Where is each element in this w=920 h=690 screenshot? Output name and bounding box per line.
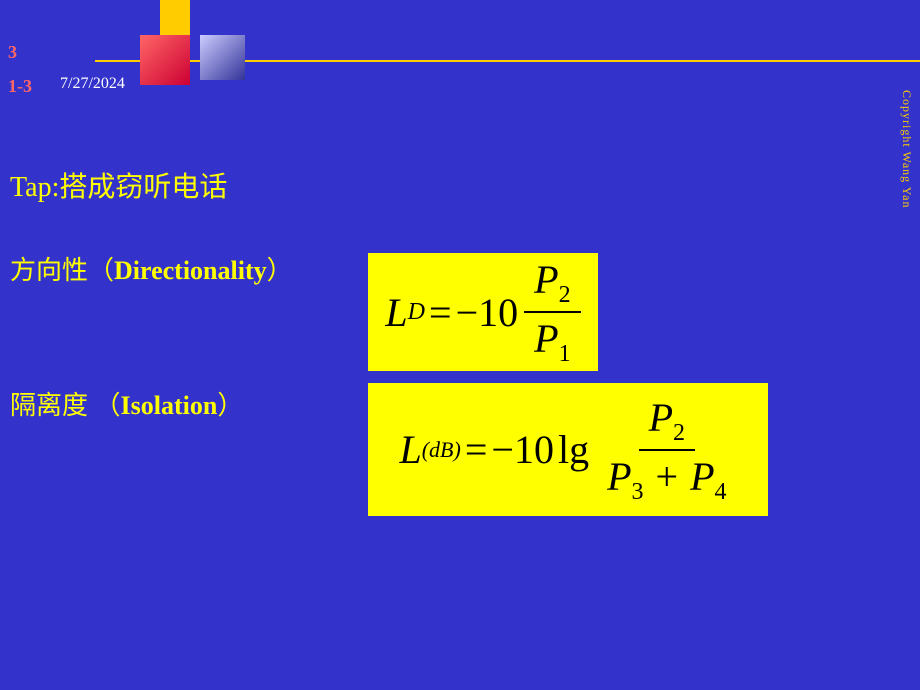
equals-sign: = (429, 289, 452, 336)
tap-heading: Tap:搭成窃听电话 (10, 165, 227, 205)
slide-number-top: 3 (8, 42, 17, 63)
equals-sign-2: = (465, 426, 488, 473)
directionality-formula: LD = −10 P2 P1 (368, 253, 598, 371)
num2-sub: 2 (673, 420, 685, 446)
copyright-text: Copyright Wang Yan (899, 90, 914, 209)
directionality-label: 方向性（Directionality） (10, 250, 293, 287)
den2-t2-var: P (690, 454, 714, 499)
den-sub: 1 (559, 341, 571, 367)
decor-blue-square (200, 35, 245, 80)
isolation-formula: L(dB) = −10 lg P2 P3 + P4 (368, 383, 768, 516)
slide-date: 7/27/2024 (60, 75, 125, 93)
formula-denominator: P1 (524, 313, 580, 368)
formula2-fraction: P2 P3 + P4 (597, 394, 736, 506)
num2-var: P (649, 395, 673, 440)
formula-numerator: P2 (524, 256, 580, 313)
formula2-denominator: P3 + P4 (597, 451, 736, 506)
formula2-numerator: P2 (639, 394, 695, 451)
num-sub: 2 (559, 282, 571, 308)
isolation-label-zh: 隔离度 （ (10, 391, 121, 420)
den2-t2-sub: 4 (715, 479, 727, 505)
formula2-lhs-var: L (399, 426, 421, 473)
den2-t1-sub: 3 (632, 479, 644, 505)
directionality-label-zh: 方向性（ (10, 256, 114, 285)
den-var: P (534, 316, 558, 361)
directionality-label-close: ） (267, 256, 293, 285)
slide-number-bottom: 1-3 (8, 76, 32, 97)
formula-coeff: −10 (456, 289, 519, 336)
formula2-func: lg (558, 426, 589, 473)
isolation-label: 隔离度 （Isolation） (10, 385, 243, 422)
den2-t1-var: P (607, 454, 631, 499)
isolation-label-close: ） (217, 391, 243, 420)
den2-plus: + (656, 454, 679, 499)
num-var: P (534, 257, 558, 302)
formula-fraction: P2 P1 (524, 256, 580, 368)
formula-lhs-var: L (385, 289, 407, 336)
formula2-coeff: −10 (491, 426, 554, 473)
header-decoration (140, 0, 245, 90)
decor-red-square (140, 35, 190, 85)
directionality-label-en: Directionality (114, 256, 267, 285)
formula2-lhs-sub: (dB) (422, 437, 461, 463)
formula-lhs-sub: D (408, 299, 425, 326)
isolation-label-en: Isolation (121, 391, 218, 420)
